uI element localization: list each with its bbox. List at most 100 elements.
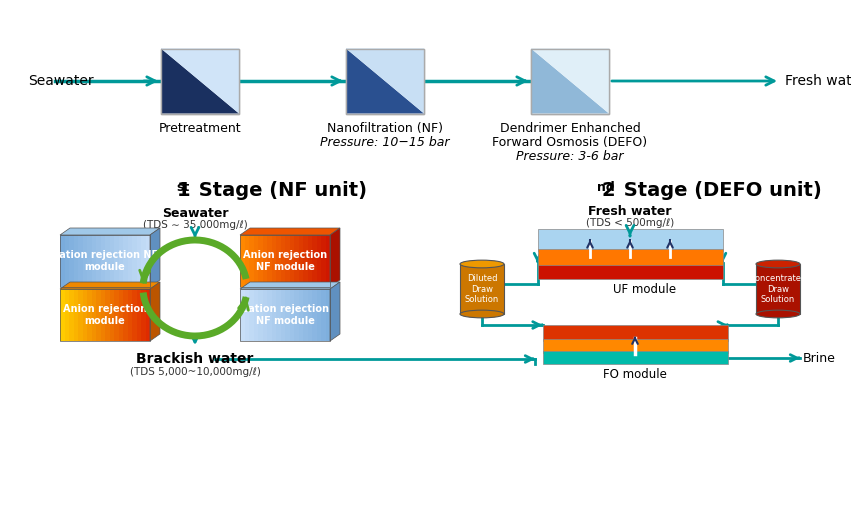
Text: Brine: Brine — [803, 352, 836, 364]
Polygon shape — [161, 49, 239, 113]
Polygon shape — [271, 235, 276, 287]
Polygon shape — [267, 235, 271, 287]
Polygon shape — [325, 235, 330, 287]
Text: Fresh water: Fresh water — [785, 74, 851, 88]
Polygon shape — [141, 289, 146, 341]
Polygon shape — [281, 289, 285, 341]
Text: Dendrimer Enhanched: Dendrimer Enhanched — [500, 122, 640, 134]
Polygon shape — [312, 235, 317, 287]
Polygon shape — [150, 282, 160, 341]
FancyBboxPatch shape — [460, 264, 504, 314]
Polygon shape — [317, 235, 321, 287]
Polygon shape — [128, 235, 132, 287]
Polygon shape — [307, 235, 312, 287]
Polygon shape — [285, 289, 289, 341]
Polygon shape — [118, 289, 123, 341]
Polygon shape — [161, 49, 239, 113]
Text: Pressure: 3-6 bar: Pressure: 3-6 bar — [517, 150, 624, 162]
Polygon shape — [123, 289, 128, 341]
Text: Concentrated
Draw
Solution: Concentrated Draw Solution — [750, 274, 807, 304]
Polygon shape — [531, 49, 609, 113]
Polygon shape — [303, 289, 307, 341]
Polygon shape — [262, 235, 267, 287]
Polygon shape — [294, 289, 299, 341]
Text: (TDS ∼ 35,000mg/ℓ): (TDS ∼ 35,000mg/ℓ) — [143, 220, 248, 230]
Polygon shape — [110, 289, 114, 341]
Polygon shape — [60, 289, 65, 341]
Polygon shape — [281, 235, 285, 287]
Polygon shape — [312, 289, 317, 341]
Polygon shape — [258, 235, 262, 287]
Polygon shape — [254, 289, 258, 341]
Polygon shape — [141, 235, 146, 287]
Polygon shape — [83, 289, 87, 341]
FancyBboxPatch shape — [538, 265, 722, 279]
Polygon shape — [254, 235, 258, 287]
Polygon shape — [244, 235, 249, 287]
Polygon shape — [78, 289, 83, 341]
Polygon shape — [92, 289, 96, 341]
FancyBboxPatch shape — [538, 249, 722, 267]
Polygon shape — [321, 235, 325, 287]
Polygon shape — [330, 228, 340, 287]
Polygon shape — [346, 49, 424, 113]
Polygon shape — [303, 235, 307, 287]
Polygon shape — [289, 289, 294, 341]
FancyBboxPatch shape — [542, 325, 728, 341]
Text: Stage (NF unit): Stage (NF unit) — [192, 181, 367, 200]
Polygon shape — [114, 235, 118, 287]
Ellipse shape — [756, 310, 800, 318]
Text: Forward Osmosis (DEFO): Forward Osmosis (DEFO) — [493, 135, 648, 149]
Polygon shape — [240, 228, 340, 235]
Polygon shape — [240, 289, 244, 341]
Ellipse shape — [460, 260, 504, 268]
Polygon shape — [276, 235, 281, 287]
FancyBboxPatch shape — [161, 49, 239, 113]
Polygon shape — [136, 235, 141, 287]
Polygon shape — [271, 289, 276, 341]
Polygon shape — [299, 289, 303, 341]
Polygon shape — [325, 289, 330, 341]
Polygon shape — [118, 235, 123, 287]
Polygon shape — [87, 235, 92, 287]
Text: Pretreatment: Pretreatment — [158, 122, 242, 134]
Polygon shape — [146, 289, 150, 341]
Text: UF module: UF module — [614, 283, 677, 295]
Text: Stage (DEFO unit): Stage (DEFO unit) — [617, 181, 822, 200]
Polygon shape — [100, 235, 105, 287]
FancyBboxPatch shape — [531, 49, 609, 113]
Polygon shape — [132, 289, 136, 341]
FancyBboxPatch shape — [542, 339, 728, 353]
Text: (TDS 5,000~10,000mg/ℓ): (TDS 5,000~10,000mg/ℓ) — [129, 367, 260, 377]
Text: Anion rejection
module: Anion rejection module — [63, 304, 147, 326]
Polygon shape — [267, 289, 271, 341]
Polygon shape — [100, 289, 105, 341]
Polygon shape — [330, 282, 340, 341]
FancyBboxPatch shape — [756, 264, 800, 314]
Polygon shape — [307, 289, 312, 341]
FancyBboxPatch shape — [538, 229, 722, 251]
Polygon shape — [258, 289, 262, 341]
Polygon shape — [96, 289, 100, 341]
Text: Brackish water: Brackish water — [136, 352, 254, 366]
Polygon shape — [132, 235, 136, 287]
Text: Fresh water: Fresh water — [588, 204, 671, 218]
Polygon shape — [73, 235, 78, 287]
Polygon shape — [249, 289, 254, 341]
FancyBboxPatch shape — [346, 49, 424, 113]
Polygon shape — [136, 289, 141, 341]
Polygon shape — [83, 235, 87, 287]
Text: Cation rejection
NF module: Cation rejection NF module — [241, 304, 329, 326]
Ellipse shape — [756, 260, 800, 268]
Polygon shape — [285, 235, 289, 287]
Polygon shape — [240, 282, 340, 289]
Polygon shape — [276, 289, 281, 341]
Polygon shape — [289, 235, 294, 287]
Polygon shape — [96, 235, 100, 287]
Polygon shape — [65, 235, 69, 287]
Polygon shape — [105, 235, 110, 287]
Text: Seawater: Seawater — [28, 74, 94, 88]
Text: Anion rejection
NF module: Anion rejection NF module — [243, 250, 327, 272]
Text: st: st — [177, 181, 190, 194]
Polygon shape — [105, 289, 110, 341]
